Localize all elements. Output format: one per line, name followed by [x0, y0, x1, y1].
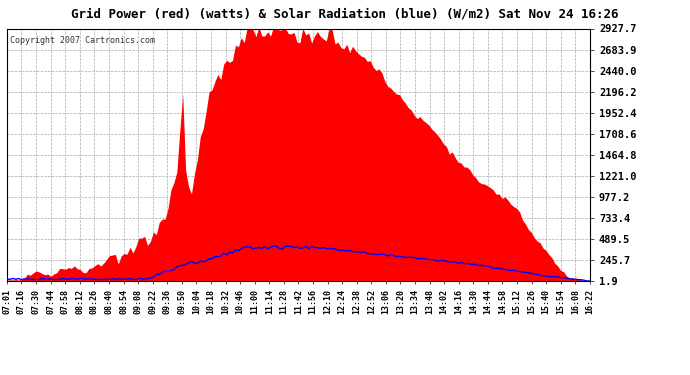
Text: Copyright 2007 Cartronics.com: Copyright 2007 Cartronics.com	[10, 36, 155, 45]
Text: Grid Power (red) (watts) & Solar Radiation (blue) (W/m2) Sat Nov 24 16:26: Grid Power (red) (watts) & Solar Radiati…	[71, 8, 619, 21]
